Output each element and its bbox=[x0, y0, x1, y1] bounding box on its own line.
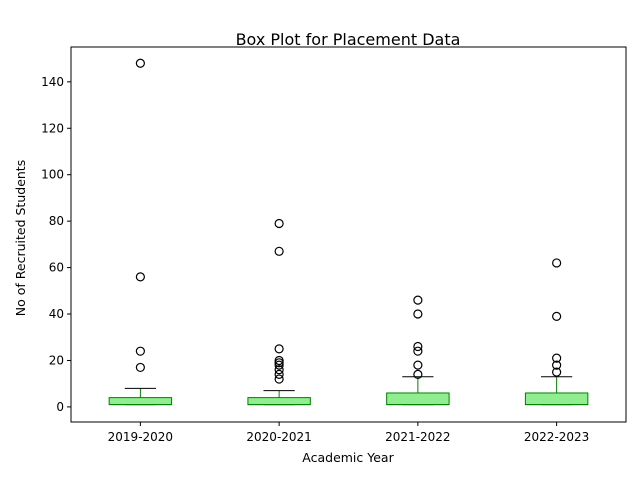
outlier-point bbox=[135, 272, 145, 282]
outlier-point bbox=[413, 346, 423, 356]
box-group-2022-2023 bbox=[524, 258, 589, 406]
outlier-point bbox=[413, 295, 423, 305]
outlier-point bbox=[413, 341, 423, 352]
outlier-point bbox=[135, 362, 145, 373]
outlier-point bbox=[552, 353, 562, 363]
outlier-point bbox=[552, 258, 562, 268]
y-tick-label: 80 bbox=[49, 214, 64, 228]
y-tick-label: 60 bbox=[49, 261, 64, 275]
outlier-point bbox=[274, 365, 284, 375]
y-tick-label: 0 bbox=[56, 400, 64, 414]
box-group-2021-2022 bbox=[386, 295, 450, 406]
outlier-point bbox=[274, 344, 284, 354]
outlier-point bbox=[135, 346, 145, 356]
box bbox=[386, 392, 450, 406]
outlier-point bbox=[552, 311, 562, 321]
axes: 0 20 40 60 80 100 120 140 2019-2020 2020-2021 2021… bbox=[41, 46, 627, 444]
y-tick-label: 100 bbox=[41, 168, 64, 182]
y-tick-label: 140 bbox=[41, 75, 64, 89]
x-tick-label: 2022-2023 bbox=[524, 430, 589, 444]
outlier-point bbox=[274, 374, 284, 384]
outlier-point bbox=[413, 369, 423, 379]
y-tick-label: 20 bbox=[49, 353, 64, 367]
outlier-point bbox=[274, 218, 284, 229]
outlier-point bbox=[552, 367, 562, 377]
plot-area bbox=[108, 58, 589, 406]
outlier-point bbox=[274, 358, 284, 368]
x-tick-label: 2019-2020 bbox=[108, 430, 173, 444]
outlier-point bbox=[413, 360, 423, 370]
y-axis-label: No of Recruited Students bbox=[13, 160, 28, 316]
box-group-2020-2021 bbox=[247, 218, 311, 406]
box bbox=[524, 392, 589, 406]
x-axis-label: Academic Year bbox=[302, 450, 394, 465]
box bbox=[247, 397, 311, 406]
y-tick-label: 120 bbox=[41, 121, 64, 135]
outlier-point bbox=[274, 360, 284, 370]
x-tick-label: 2021-2022 bbox=[385, 430, 450, 444]
outlier-point bbox=[274, 355, 284, 366]
outlier-point bbox=[274, 246, 284, 256]
plot-frame bbox=[70, 46, 627, 423]
outlier-point bbox=[552, 360, 562, 370]
box bbox=[108, 397, 173, 406]
chart-title: Box Plot for Placement Data bbox=[236, 30, 461, 49]
y-tick-label: 40 bbox=[49, 307, 64, 321]
outlier-point bbox=[413, 309, 423, 319]
outlier-point bbox=[135, 58, 145, 68]
outlier-point bbox=[274, 369, 284, 379]
x-tick-label: 2020-2021 bbox=[246, 430, 311, 444]
box-group-2019-2020 bbox=[108, 58, 173, 406]
